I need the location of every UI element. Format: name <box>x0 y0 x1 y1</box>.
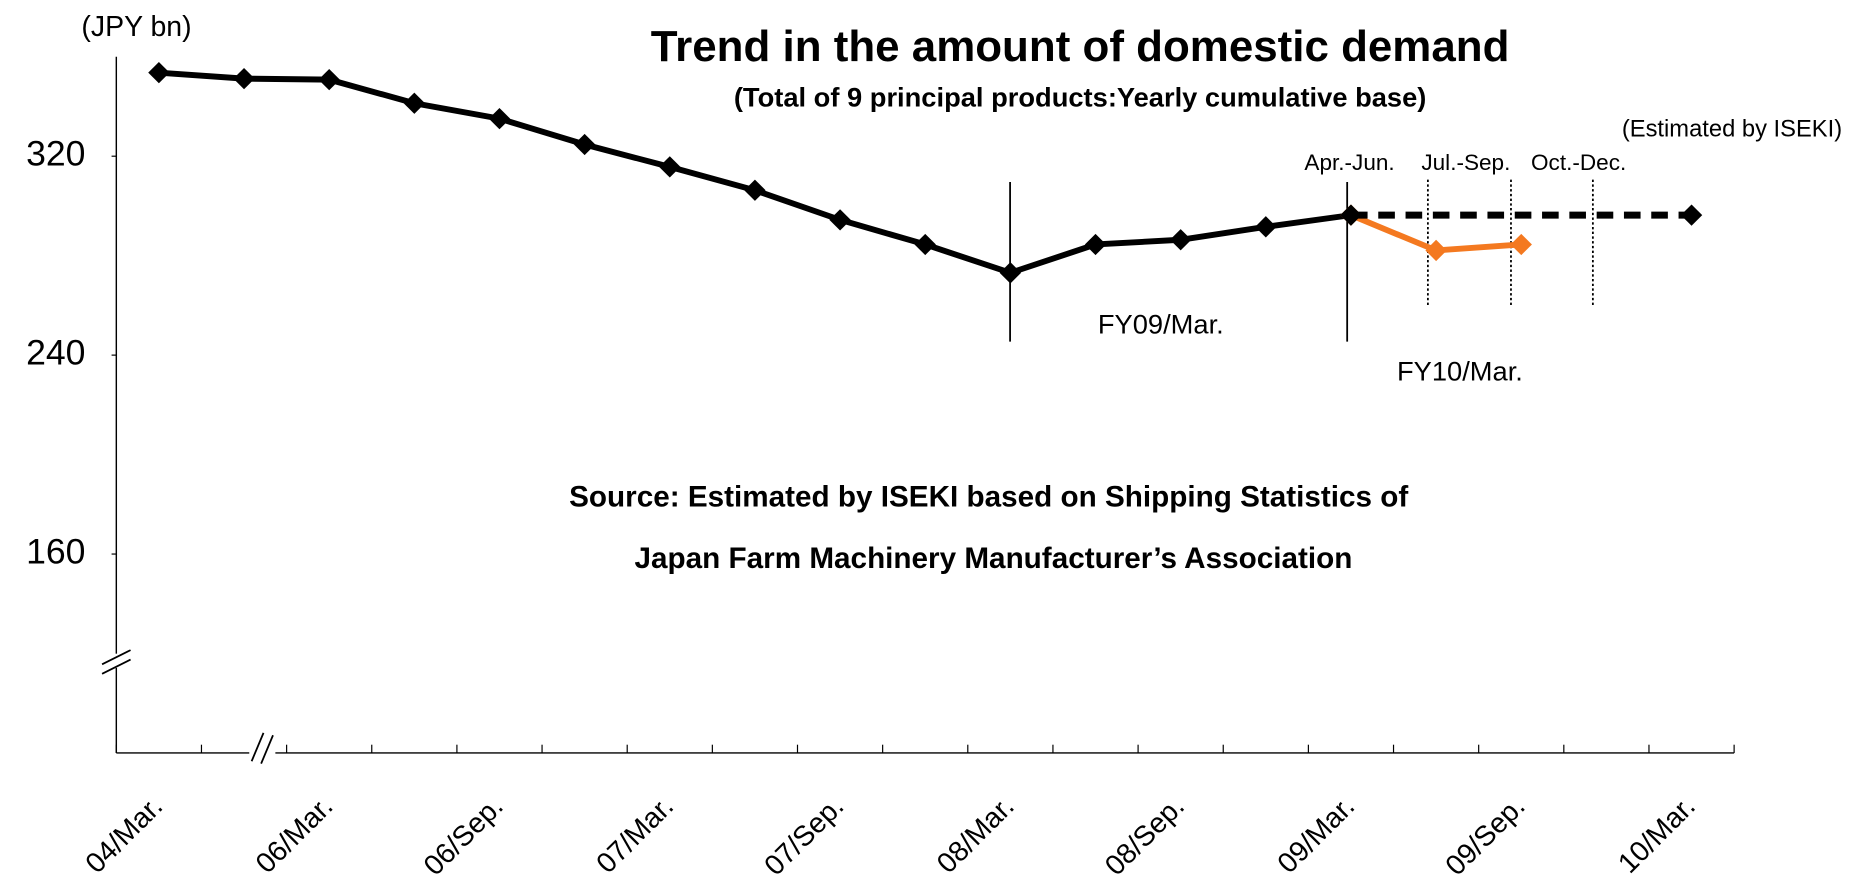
axis-break <box>101 649 276 764</box>
x-tick-label: 04/Mar. <box>79 790 169 879</box>
x-tick-label: 09/Mar. <box>1271 790 1361 879</box>
marker <box>914 233 936 256</box>
chart-title: Trend in the amount of domestic demand <box>651 22 1510 71</box>
x-tick-label: 09/Sep. <box>1439 790 1531 882</box>
marker <box>318 68 340 91</box>
y-tick-label: 240 <box>26 333 85 373</box>
annotation: Jul.-Sep. <box>1421 150 1510 175</box>
annotation: FY09/Mar. <box>1098 308 1224 339</box>
marker <box>403 92 426 114</box>
marker <box>233 67 255 90</box>
annotation: FY10/Mar. <box>1397 356 1523 387</box>
marker <box>1255 216 1277 238</box>
x-tick-label: 06/Sep. <box>418 790 510 882</box>
x-tick-label: 06/Mar. <box>250 790 340 879</box>
source-note: Source: Estimated by ISEKI based on Ship… <box>569 481 1408 514</box>
x-tick-label: 08/Sep. <box>1099 790 1191 882</box>
y-tick-label: 160 <box>26 531 85 571</box>
marker <box>1510 233 1532 256</box>
annotation: (Estimated by ISEKI) <box>1622 116 1842 142</box>
chart-subtitle: (Total of 9 principal products:Yearly cu… <box>734 82 1427 113</box>
marker <box>1340 204 1362 226</box>
y-tick-label: 320 <box>26 134 85 174</box>
annotation: Oct.-Dec. <box>1531 150 1626 175</box>
marker <box>744 179 766 201</box>
marker <box>1680 204 1703 226</box>
x-tick-label: 07/Sep. <box>758 790 850 882</box>
y-axis-label: (JPY bn) <box>81 11 191 43</box>
x-tick-label: 10/Mar. <box>1612 790 1702 879</box>
marker <box>659 156 681 178</box>
source-note: Japan Farm Machinery Manufacturer’s Asso… <box>635 542 1353 575</box>
annotation: Apr.-Jun. <box>1304 150 1394 175</box>
marker <box>573 133 596 156</box>
marker <box>1084 233 1107 256</box>
marker <box>829 209 851 231</box>
x-tick-label: 07/Mar. <box>590 790 680 879</box>
marker <box>488 108 511 130</box>
marker <box>1169 229 1192 251</box>
marker <box>148 62 170 84</box>
x-tick-label: 08/Mar. <box>931 790 1021 879</box>
marker <box>999 262 1022 284</box>
marker <box>1425 239 1447 262</box>
